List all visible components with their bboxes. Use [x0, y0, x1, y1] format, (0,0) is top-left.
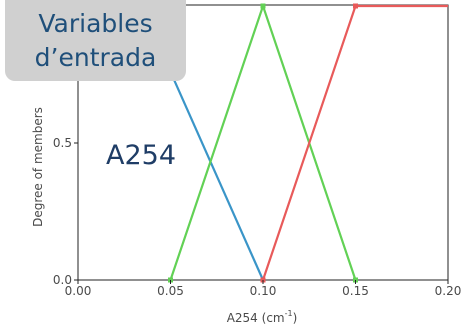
callout-line-2: d’entrada — [34, 42, 157, 72]
x-tick-label: 0.00 — [65, 284, 92, 298]
series-3-line — [261, 4, 448, 281]
series-layer — [168, 3, 448, 283]
x-tick-label: 0.20 — [435, 284, 462, 298]
y-axis-label: Degree of members — [31, 107, 45, 227]
y-tick-label: 0.0 — [53, 273, 72, 287]
ticks-layer: 0.00 0.05 0.10 0.15 0.20 0.0 0.5 — [53, 136, 461, 298]
input-variables-callout: Variables d’entrada — [5, 0, 186, 81]
y-tick-label: 0.5 — [53, 136, 72, 150]
x-tick-label: 0.15 — [342, 284, 369, 298]
x-tick-label: 0.05 — [157, 284, 184, 298]
series-1-line — [169, 71, 265, 281]
callout-line-1: Variables — [38, 8, 153, 38]
x-tick-label: 0.10 — [250, 284, 277, 298]
series-2-point — [260, 3, 266, 9]
inline-series-label: A254 — [106, 140, 176, 171]
series-2-line — [169, 4, 357, 281]
series-3-point — [353, 3, 358, 9]
x-axis-label: A254 (cm-1) — [227, 309, 298, 325]
